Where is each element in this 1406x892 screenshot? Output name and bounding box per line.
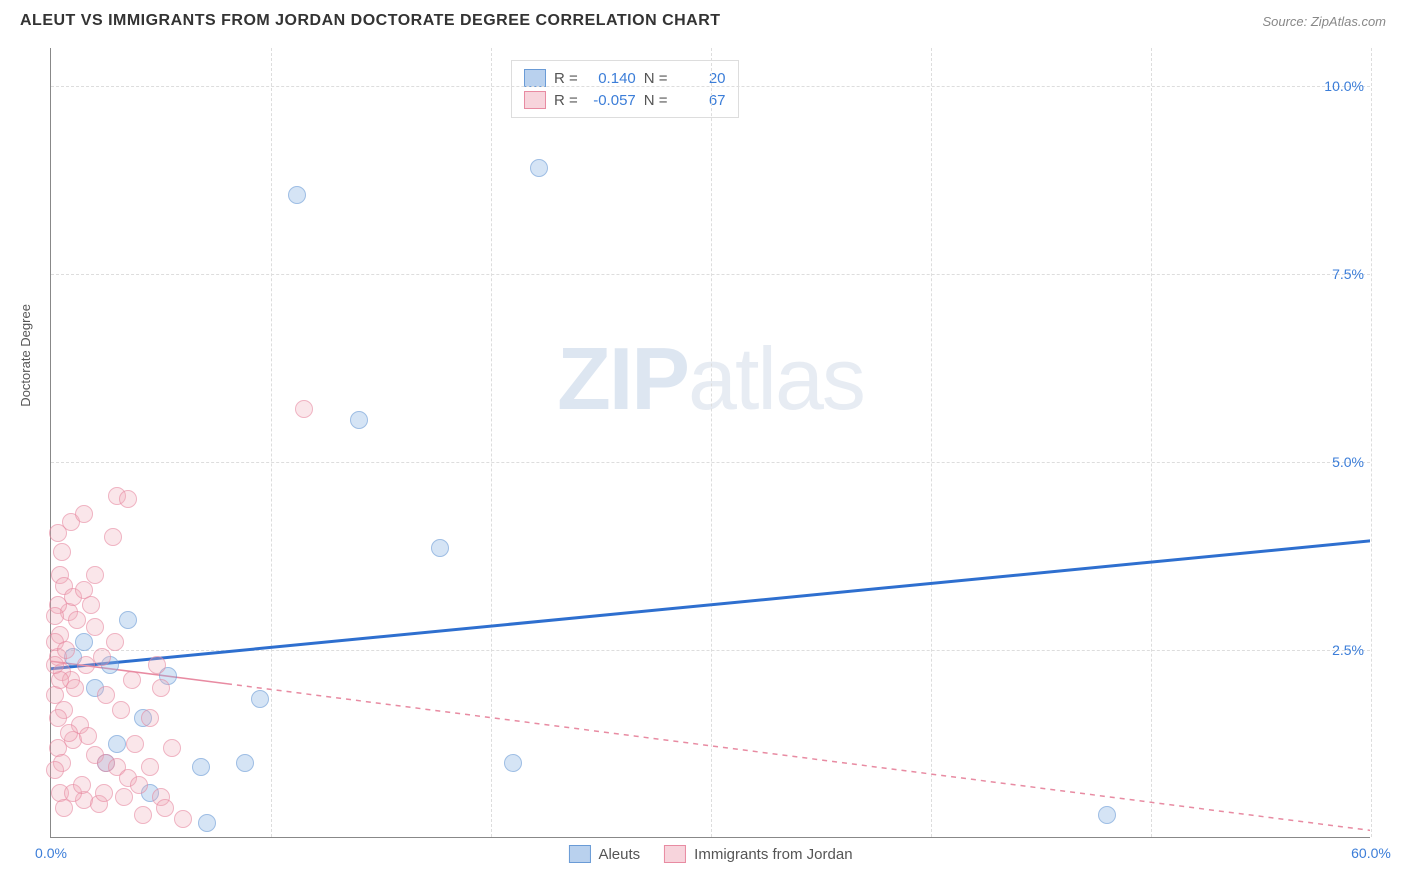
data-point [148, 656, 166, 674]
chart-title: ALEUT VS IMMIGRANTS FROM JORDAN DOCTORAT… [20, 12, 721, 30]
data-point [251, 690, 269, 708]
swatch-pink-icon [664, 845, 686, 863]
data-point [46, 761, 64, 779]
data-point [156, 799, 174, 817]
r-label: R = [554, 92, 578, 109]
data-point [119, 611, 137, 629]
data-point [115, 788, 133, 806]
data-point [141, 758, 159, 776]
data-point [1098, 806, 1116, 824]
data-point [130, 776, 148, 794]
legend-label-jordan: Immigrants from Jordan [694, 846, 852, 863]
legend-item-jordan: Immigrants from Jordan [664, 845, 852, 863]
legend-item-aleuts: Aleuts [568, 845, 640, 863]
y-tick-label: 5.0% [1332, 454, 1364, 470]
series-legend: Aleuts Immigrants from Jordan [568, 845, 852, 863]
data-point [97, 686, 115, 704]
data-point [106, 633, 124, 651]
data-point [57, 641, 75, 659]
data-point [75, 633, 93, 651]
data-point [192, 758, 210, 776]
y-axis-title: Doctorate Degree [18, 304, 33, 407]
data-point [123, 671, 141, 689]
stats-legend: R = 0.140 N = 20 R = -0.057 N = 67 [511, 60, 739, 118]
data-point [152, 679, 170, 697]
swatch-pink-icon [524, 91, 546, 109]
data-point [431, 539, 449, 557]
plot-area: ZIPatlas R = 0.140 N = 20 R = -0.057 N =… [50, 48, 1370, 838]
gridline-v [271, 48, 272, 837]
n-label: N = [644, 70, 668, 87]
data-point [295, 400, 313, 418]
data-point [504, 754, 522, 772]
n-label: N = [644, 92, 668, 109]
n-value-aleuts: 20 [676, 70, 726, 87]
data-point [288, 186, 306, 204]
data-point [46, 607, 64, 625]
data-point [104, 528, 122, 546]
data-point [79, 727, 97, 745]
watermark-zip: ZIP [557, 329, 688, 428]
gridline-v [711, 48, 712, 837]
y-tick-label: 7.5% [1332, 266, 1364, 282]
swatch-blue-icon [568, 845, 590, 863]
r-value-jordan: -0.057 [586, 92, 636, 109]
data-point [126, 735, 144, 753]
data-point [236, 754, 254, 772]
data-point [95, 784, 113, 802]
data-point [350, 411, 368, 429]
data-point [198, 814, 216, 832]
data-point [163, 739, 181, 757]
data-point [86, 566, 104, 584]
data-point [82, 596, 100, 614]
data-point [119, 490, 137, 508]
swatch-blue-icon [524, 69, 546, 87]
gridline-v [1151, 48, 1152, 837]
y-tick-label: 10.0% [1324, 78, 1364, 94]
gridline-v [1371, 48, 1372, 837]
data-point [112, 701, 130, 719]
data-point [93, 648, 111, 666]
data-point [73, 776, 91, 794]
data-point [49, 709, 67, 727]
data-point [530, 159, 548, 177]
data-point [75, 505, 93, 523]
data-point [68, 611, 86, 629]
title-bar: ALEUT VS IMMIGRANTS FROM JORDAN DOCTORAT… [0, 0, 1406, 38]
x-tick-label: 0.0% [35, 845, 67, 861]
legend-label-aleuts: Aleuts [598, 846, 640, 863]
stats-row-jordan: R = -0.057 N = 67 [524, 89, 726, 111]
source-label: Source: ZipAtlas.com [1262, 14, 1386, 29]
data-point [60, 724, 78, 742]
r-label: R = [554, 70, 578, 87]
n-value-jordan: 67 [676, 92, 726, 109]
chart-container: Doctorate Degree ZIPatlas R = 0.140 N = … [0, 38, 1406, 888]
data-point [86, 618, 104, 636]
data-point [141, 709, 159, 727]
x-tick-label: 60.0% [1351, 845, 1391, 861]
data-point [53, 543, 71, 561]
data-point [77, 656, 95, 674]
data-point [134, 806, 152, 824]
data-point [108, 735, 126, 753]
y-tick-label: 2.5% [1332, 642, 1364, 658]
data-point [174, 810, 192, 828]
watermark-atlas: atlas [688, 329, 864, 428]
r-value-aleuts: 0.140 [586, 70, 636, 87]
gridline-v [491, 48, 492, 837]
data-point [46, 656, 64, 674]
gridline-v [931, 48, 932, 837]
data-point [66, 679, 84, 697]
